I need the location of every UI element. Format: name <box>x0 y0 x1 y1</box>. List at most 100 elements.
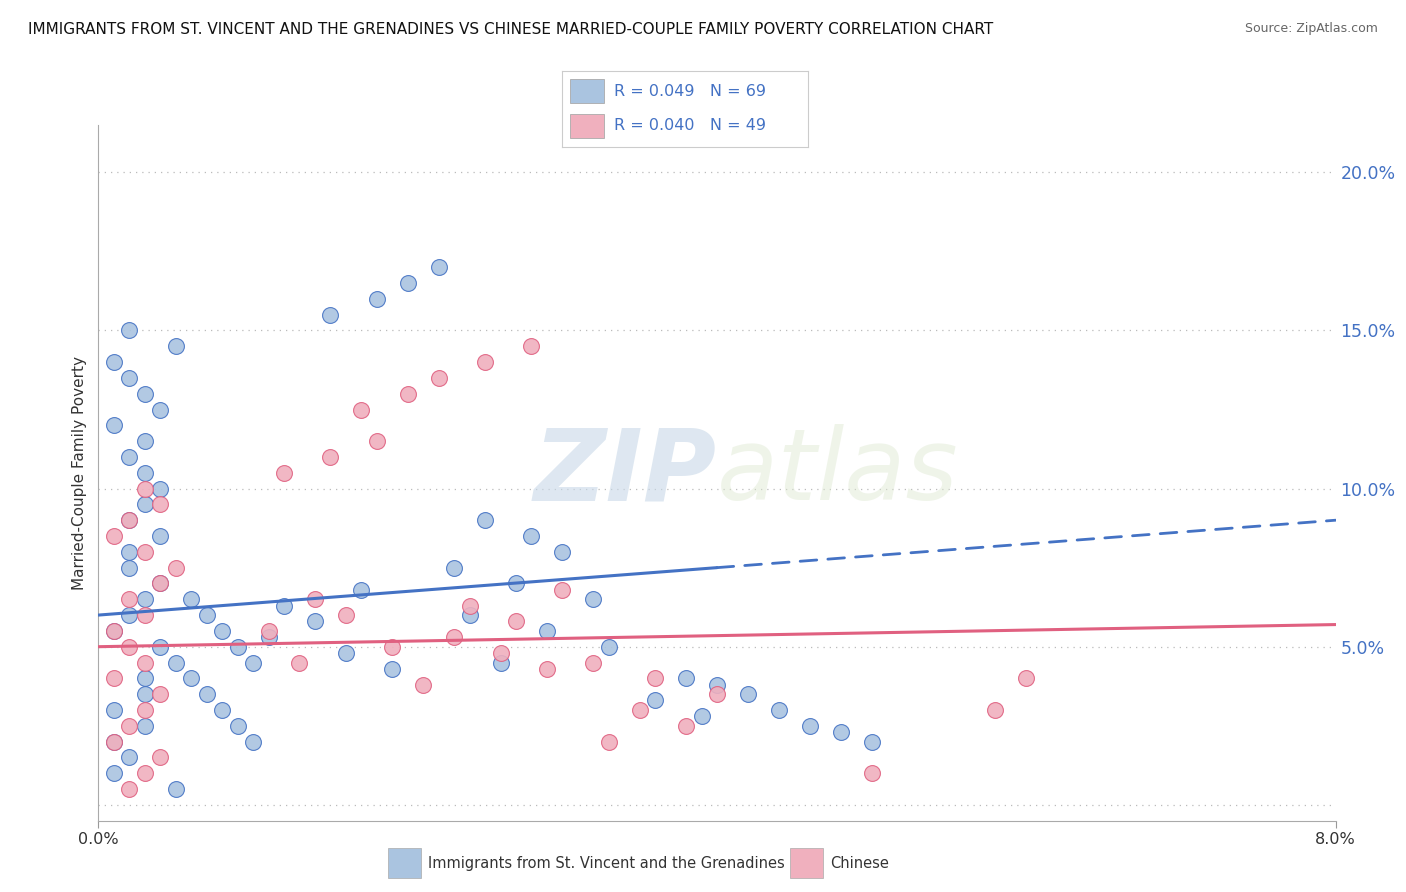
Point <box>103 624 125 638</box>
Point <box>551 582 574 597</box>
Point <box>474 513 496 527</box>
Point <box>582 592 605 607</box>
Point <box>644 671 666 685</box>
Point <box>706 687 728 701</box>
Text: IMMIGRANTS FROM ST. VINCENT AND THE GRENADINES VS CHINESE MARRIED-COUPLE FAMILY : IMMIGRANTS FROM ST. VINCENT AND THE GREN… <box>28 22 994 37</box>
Point <box>860 766 883 780</box>
Point <box>257 624 280 638</box>
Point <box>257 630 280 644</box>
Point <box>350 582 373 597</box>
Point <box>118 560 141 574</box>
Point <box>319 308 342 322</box>
Point <box>242 734 264 748</box>
Point <box>149 640 172 654</box>
Point <box>366 292 388 306</box>
Point <box>118 750 141 764</box>
Point <box>505 576 527 591</box>
Point <box>118 545 141 559</box>
Point <box>134 656 156 670</box>
Point <box>489 656 512 670</box>
Point <box>211 703 233 717</box>
Point <box>118 608 141 623</box>
Point <box>427 371 450 385</box>
Point <box>366 434 388 449</box>
Point <box>644 693 666 707</box>
Point <box>103 418 125 433</box>
Point <box>319 450 342 464</box>
Point <box>242 656 264 670</box>
Point <box>706 678 728 692</box>
Point <box>103 734 125 748</box>
Point <box>675 671 697 685</box>
Point <box>134 766 156 780</box>
Point <box>118 323 141 337</box>
Point <box>489 646 512 660</box>
Y-axis label: Married-Couple Family Poverty: Married-Couple Family Poverty <box>72 356 87 590</box>
Point <box>273 599 295 613</box>
Point <box>134 671 156 685</box>
Point <box>134 687 156 701</box>
Bar <box>569 114 605 138</box>
Point <box>180 592 202 607</box>
Point <box>149 402 172 417</box>
Point <box>103 624 125 638</box>
Point <box>134 386 156 401</box>
Text: Chinese: Chinese <box>831 855 889 871</box>
Point <box>396 386 419 401</box>
Point <box>304 615 326 629</box>
Point <box>396 276 419 290</box>
Point <box>103 734 125 748</box>
Bar <box>569 79 605 103</box>
Point <box>195 608 218 623</box>
Text: ZIP: ZIP <box>534 425 717 521</box>
Point <box>474 355 496 369</box>
Point <box>134 434 156 449</box>
Point <box>598 734 620 748</box>
Point <box>458 599 481 613</box>
Point <box>690 709 713 723</box>
Point <box>103 766 125 780</box>
Point <box>536 662 558 676</box>
Point <box>118 782 141 797</box>
Point <box>103 529 125 543</box>
Point <box>288 656 311 670</box>
Point <box>134 482 156 496</box>
Point <box>737 687 759 701</box>
Point <box>165 782 187 797</box>
Point <box>505 615 527 629</box>
Point <box>134 608 156 623</box>
Point <box>350 402 373 417</box>
Text: Source: ZipAtlas.com: Source: ZipAtlas.com <box>1244 22 1378 36</box>
Point <box>799 719 821 733</box>
Point <box>381 662 404 676</box>
Point <box>134 497 156 511</box>
Point <box>165 656 187 670</box>
Point <box>134 466 156 480</box>
Point <box>768 703 790 717</box>
Point <box>134 703 156 717</box>
Point <box>551 545 574 559</box>
Point <box>134 545 156 559</box>
Text: Immigrants from St. Vincent and the Grenadines: Immigrants from St. Vincent and the Gren… <box>429 855 785 871</box>
Point <box>165 339 187 353</box>
Point <box>443 630 465 644</box>
Point <box>149 497 172 511</box>
Point <box>335 608 357 623</box>
Bar <box>388 848 420 878</box>
Point <box>134 719 156 733</box>
Point <box>149 529 172 543</box>
Point <box>335 646 357 660</box>
Point <box>103 703 125 717</box>
Point <box>860 734 883 748</box>
Point <box>118 513 141 527</box>
Point <box>536 624 558 638</box>
Point <box>149 482 172 496</box>
Point <box>118 450 141 464</box>
Point <box>582 656 605 670</box>
Text: R = 0.049   N = 69: R = 0.049 N = 69 <box>614 84 766 99</box>
Point <box>149 576 172 591</box>
Point <box>520 529 543 543</box>
Point <box>118 371 141 385</box>
Point <box>520 339 543 353</box>
Point <box>226 719 249 733</box>
